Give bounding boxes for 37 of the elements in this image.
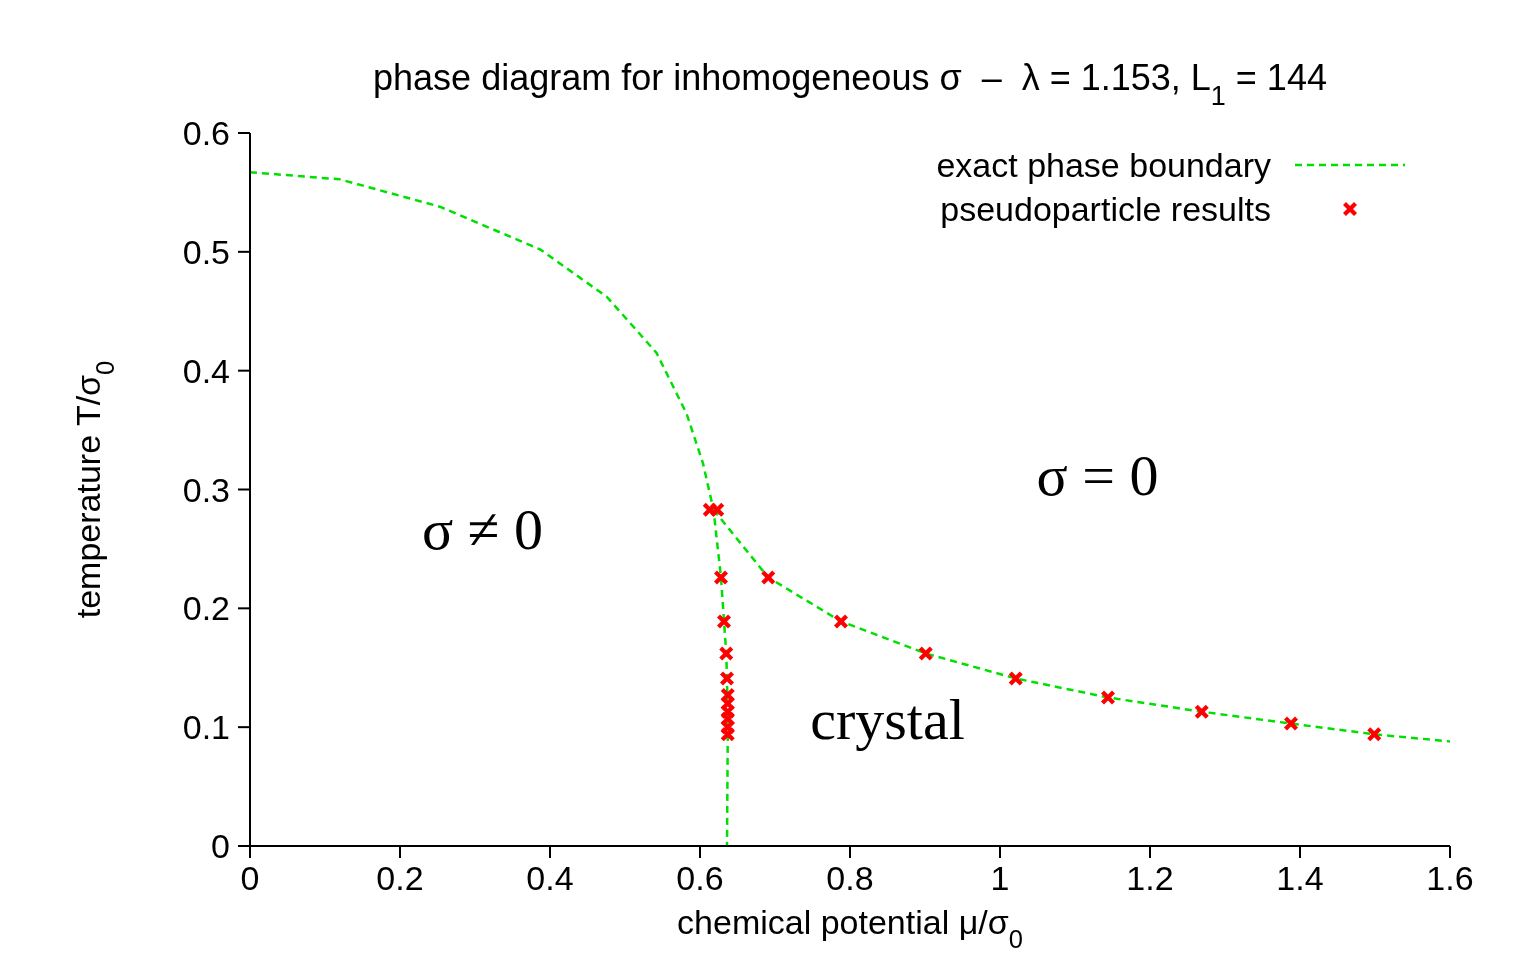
y-tick-label: 0.3 bbox=[182, 470, 230, 509]
point bbox=[714, 570, 728, 585]
point bbox=[710, 502, 725, 517]
y-tick-label: 0.6 bbox=[182, 114, 230, 153]
point bbox=[720, 727, 735, 742]
annotation: crystal bbox=[810, 687, 965, 753]
chart-title: phase diagram for inhomogeneous σ – λ = 1.153, L$_{1}$ = 144 bbox=[373, 57, 1327, 111]
point bbox=[1194, 704, 1209, 719]
x-tick-label: 0.4 bbox=[526, 859, 574, 898]
legend-label: exact phase boundary bbox=[936, 145, 1271, 185]
x-tick-label: 0.8 bbox=[826, 859, 874, 898]
x-tick-label: 1.2 bbox=[1126, 859, 1174, 898]
point bbox=[1008, 671, 1023, 686]
x-tick-label: 0.2 bbox=[376, 859, 424, 898]
point bbox=[1101, 690, 1115, 705]
annotation: σ = 0 bbox=[1036, 443, 1159, 509]
point bbox=[720, 671, 734, 686]
x-tick-label: 1.6 bbox=[1426, 859, 1474, 898]
x-tick-label: 0.6 bbox=[676, 859, 724, 898]
y-tick-label: 0.4 bbox=[182, 351, 230, 390]
point bbox=[834, 614, 848, 629]
y-tick-label: 0.2 bbox=[182, 589, 230, 628]
y-tick-label: 0 bbox=[211, 827, 230, 866]
point bbox=[1284, 716, 1298, 731]
legend-label: pseudoparticle results bbox=[940, 189, 1271, 229]
y-tick-label: 0.1 bbox=[182, 708, 230, 747]
x-tick-label: 1 bbox=[990, 859, 1010, 898]
y-tick-label: 0.5 bbox=[182, 232, 230, 271]
point bbox=[918, 646, 933, 661]
point bbox=[1367, 727, 1382, 742]
point bbox=[717, 614, 731, 629]
annotation: σ ≠ 0 bbox=[421, 496, 544, 562]
x-tick-label: 0 bbox=[240, 859, 260, 898]
point bbox=[719, 646, 734, 661]
point bbox=[761, 570, 776, 585]
x-tick-label: 1.4 bbox=[1276, 859, 1324, 898]
x-axis-title: chemical potential μ/σ$_{0}$ bbox=[677, 903, 1023, 953]
